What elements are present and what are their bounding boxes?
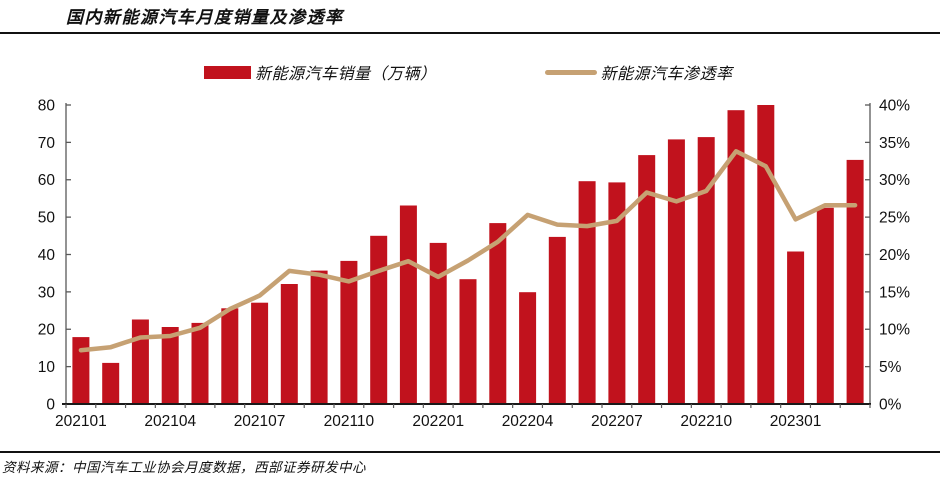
source-note: 资料来源：中国汽车工业协会月度数据，西部证券研发中心 — [2, 460, 366, 475]
left-axis-tick-label: 80 — [38, 97, 56, 114]
right-axis-tick-label: 30% — [879, 172, 910, 189]
legend-item-sales: 新能源汽车销量（万辆） — [204, 60, 437, 84]
right-axis-tick-label: 35% — [879, 135, 910, 152]
right-axis-tick-label: 25% — [879, 210, 910, 227]
sales-bar — [161, 327, 179, 404]
x-axis-tick-label: 202101 — [55, 413, 107, 430]
sales-bar — [548, 236, 566, 404]
x-axis-tick-label: 202104 — [144, 413, 196, 430]
sales-bar — [727, 110, 745, 404]
legend-label-penetration: 新能源汽车渗透率 — [600, 66, 733, 83]
x-axis-tick-label: 202107 — [234, 413, 286, 430]
x-axis-tick-label: 202204 — [502, 413, 554, 430]
x-axis-tick-label: 202201 — [412, 413, 464, 430]
x-axis-tick-label: 202207 — [591, 413, 643, 430]
sales-bar — [697, 137, 715, 404]
legend-label-sales: 新能源汽车销量（万辆） — [255, 66, 437, 83]
legend-item-penetration: 新能源汽车渗透率 — [544, 60, 733, 84]
left-axis-tick-label: 50 — [38, 210, 56, 227]
left-axis-tick-label: 40 — [38, 247, 56, 264]
sales-bar — [667, 139, 685, 404]
sales-bar — [787, 251, 805, 404]
sales-bar — [757, 105, 775, 404]
left-axis-tick-label: 20 — [38, 322, 56, 339]
right-axis-tick-label: 10% — [879, 322, 910, 339]
right-axis-tick-label: 20% — [879, 247, 910, 264]
x-axis-tick-label: 202110 — [324, 413, 375, 430]
x-axis-tick-label: 202301 — [770, 413, 822, 430]
x-axis-tick-label: 202210 — [680, 413, 732, 430]
sales-bar — [816, 207, 834, 404]
sales-bar — [221, 308, 239, 404]
sales-bar — [131, 319, 149, 404]
sales-bar — [608, 182, 626, 404]
sales-bars — [72, 105, 864, 404]
sales-bar — [280, 284, 298, 404]
right-axis-tick-label: 15% — [879, 284, 910, 301]
bottom-divider — [0, 451, 940, 453]
sales-series-swatch — [204, 65, 251, 79]
x-axis: 202101 202104 202107 202110 202201 202204 2022… — [55, 403, 871, 430]
left-axis-tick-label: 10 — [38, 359, 56, 376]
sales-bar — [72, 337, 90, 404]
sales-bar — [519, 292, 537, 404]
sales-bar — [102, 362, 120, 404]
top-divider — [0, 32, 940, 34]
right-axis-tick-label: 5% — [879, 359, 902, 376]
right-axis-tick-label: 40% — [879, 97, 910, 114]
sales-bar — [340, 260, 358, 404]
left-axis: 0 10 20 30 40 50 60 70 80 — [38, 97, 71, 413]
sales-bar — [399, 205, 417, 404]
legend: 新能源汽车销量（万辆） 新能源汽车渗透率 — [204, 60, 733, 84]
left-axis-tick-label: 60 — [38, 172, 56, 189]
penetration-series-swatch — [544, 69, 597, 75]
sales-bar — [370, 235, 388, 404]
right-axis-tick-label: 0% — [879, 396, 902, 413]
sales-bar — [459, 279, 477, 404]
sales-bar — [638, 155, 656, 404]
sales-bar — [578, 181, 596, 404]
left-axis-tick-label: 0 — [46, 396, 55, 413]
sales-bar — [489, 223, 507, 404]
sales-bar — [310, 270, 328, 404]
left-axis-tick-label: 30 — [38, 284, 56, 301]
sales-bar — [846, 159, 864, 404]
left-axis-tick-label: 70 — [38, 135, 56, 152]
right-axis: 0% 5% 10% 15% 20% 25% 30% 35% 40% — [865, 97, 910, 413]
sales-bar — [429, 242, 447, 404]
sales-bar — [191, 322, 209, 404]
sales-bar — [251, 302, 269, 404]
combo-chart: 0 10 20 30 40 50 60 70 80 0% 5% 10% 15% 20% 25% 30% 35% 4… — [38, 97, 910, 430]
chart-title: 国内新能源汽车月度销量及渗透率 — [66, 8, 344, 27]
penetration-line — [78, 149, 858, 353]
